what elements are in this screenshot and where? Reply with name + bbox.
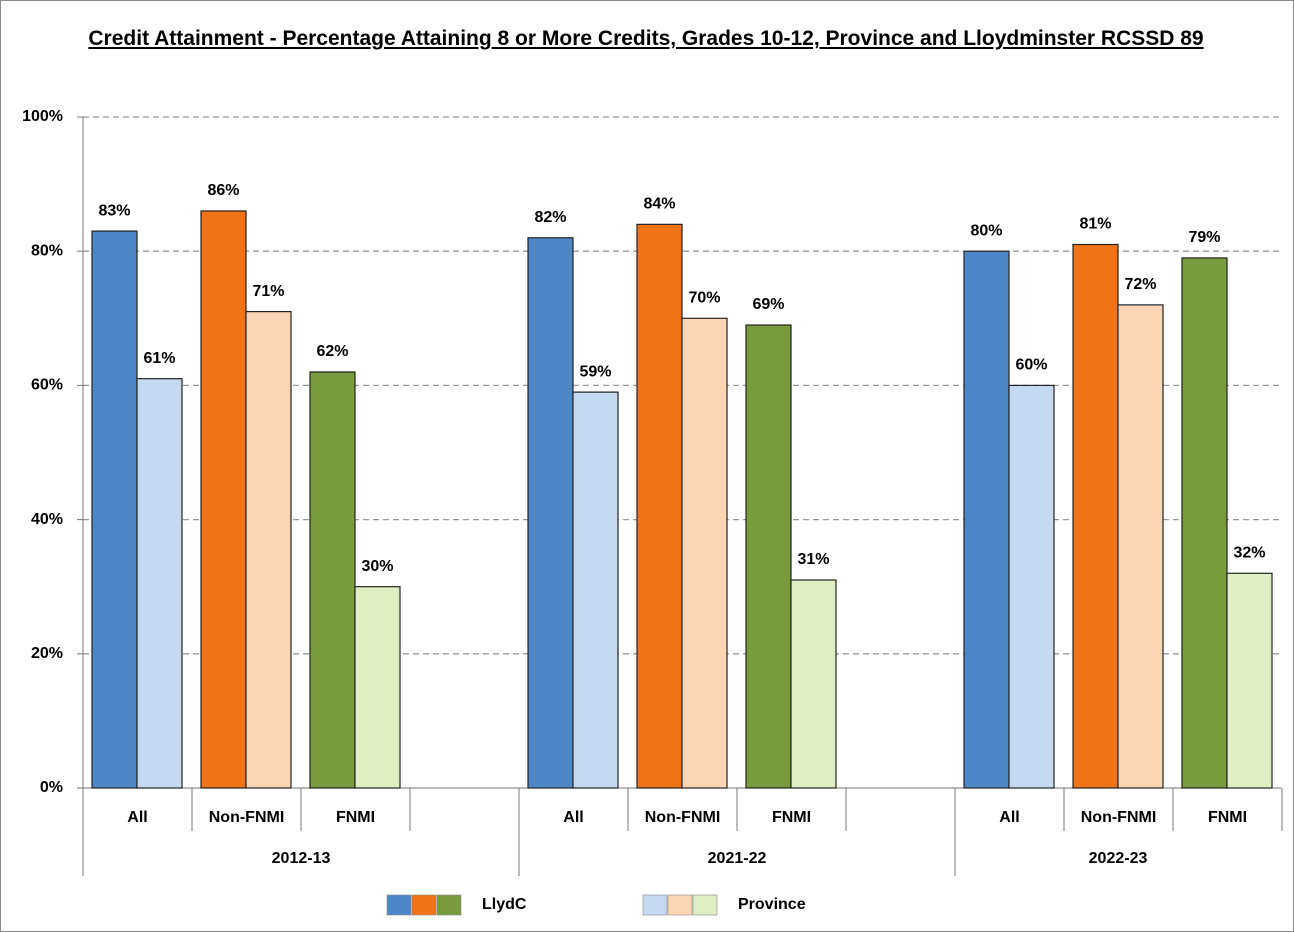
x-tick-label: All: [127, 809, 147, 826]
legend-label: Province: [738, 896, 806, 913]
data-label: 70%: [688, 290, 720, 307]
bar: [354, 586, 401, 789]
bar: [245, 310, 292, 789]
bar: [1072, 243, 1119, 789]
chart-title: Credit Attainment - Percentage Attaining…: [88, 27, 1204, 50]
x-tick-label: Non-FNMI: [209, 809, 285, 826]
data-label: 72%: [1124, 276, 1156, 293]
bar: [200, 210, 247, 789]
group-label: 2021-22: [708, 850, 767, 867]
y-tick-label: 0%: [40, 779, 63, 796]
x-tick-label: Non-FNMI: [645, 809, 721, 826]
legend-swatch: [436, 894, 462, 916]
y-tick-label: 20%: [31, 645, 63, 662]
data-label: 80%: [970, 222, 1002, 239]
legend-label: LlydC: [482, 896, 527, 913]
bar: [636, 223, 683, 789]
data-label: 31%: [797, 551, 829, 568]
bar: [1181, 257, 1228, 789]
data-label: 83%: [98, 202, 130, 219]
bar: [1008, 384, 1055, 789]
bar: [1226, 572, 1273, 789]
data-label: 69%: [752, 296, 784, 313]
bar: [745, 324, 792, 789]
x-tick-label: FNMI: [1208, 809, 1247, 826]
data-label: 62%: [316, 343, 348, 360]
bar: [1117, 304, 1164, 789]
x-tick-label: FNMI: [336, 809, 375, 826]
bar: [790, 579, 837, 789]
x-tick-label: All: [563, 809, 583, 826]
x-tick-label: All: [999, 809, 1019, 826]
x-tick-label: FNMI: [772, 809, 811, 826]
legend-swatch: [386, 894, 412, 916]
data-label: 30%: [361, 558, 393, 575]
data-label: 61%: [143, 350, 175, 367]
y-tick-label: 100%: [22, 108, 63, 125]
legend-swatch: [667, 894, 693, 916]
data-label: 32%: [1233, 544, 1265, 561]
bar: [309, 371, 356, 789]
data-label: 82%: [534, 209, 566, 226]
bar: [572, 391, 619, 789]
group-label: 2012-13: [272, 850, 331, 867]
bar: [681, 317, 728, 789]
y-tick-label: 60%: [31, 377, 63, 394]
legend-swatch: [642, 894, 668, 916]
y-tick-label: 80%: [31, 242, 63, 259]
data-label: 71%: [252, 283, 284, 300]
data-label: 84%: [643, 196, 675, 213]
bar: [136, 378, 183, 789]
data-label: 79%: [1188, 229, 1220, 246]
data-label: 81%: [1079, 216, 1111, 233]
data-label: 86%: [207, 182, 239, 199]
x-tick-label: Non-FNMI: [1081, 809, 1157, 826]
bar: [527, 237, 574, 789]
bar: [91, 230, 138, 789]
data-label: 60%: [1015, 357, 1047, 374]
y-tick-label: 40%: [31, 511, 63, 528]
group-label: 2022-23: [1089, 850, 1148, 867]
legend-swatch: [692, 894, 718, 916]
data-label: 59%: [579, 363, 611, 380]
bar: [963, 250, 1010, 789]
legend-swatch: [411, 894, 437, 916]
